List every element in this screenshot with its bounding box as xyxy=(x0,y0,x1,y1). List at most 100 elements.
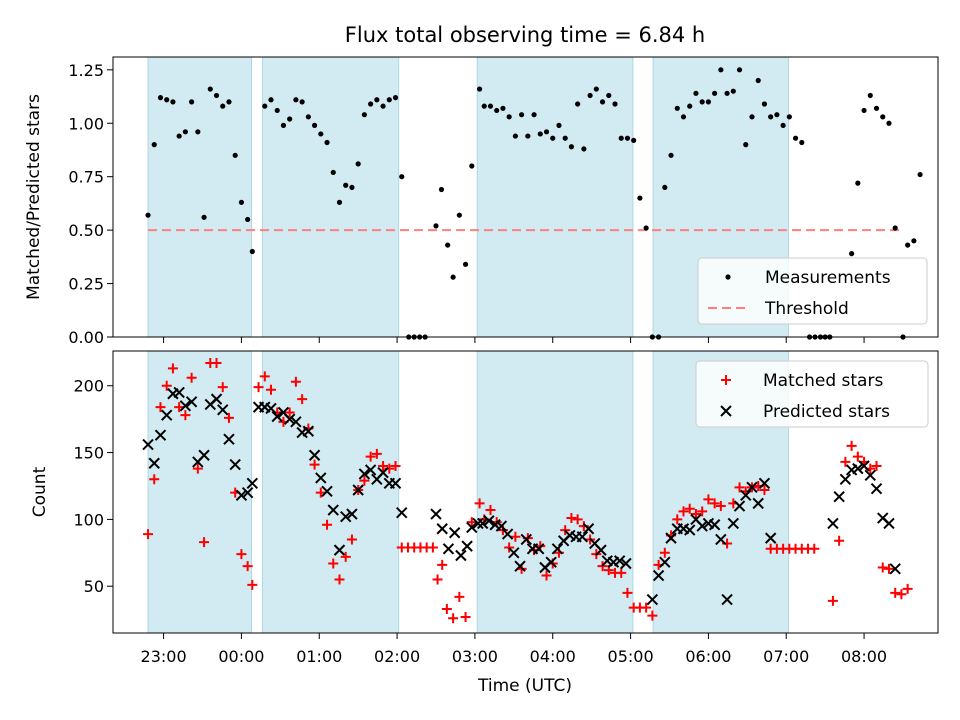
predicted-point xyxy=(461,540,473,552)
matched-point xyxy=(678,506,689,517)
measurement-point xyxy=(380,103,386,109)
predicted-point xyxy=(198,449,210,461)
measurement-point xyxy=(712,90,718,96)
predicted-point xyxy=(235,489,248,502)
measurement-point xyxy=(182,129,188,135)
observing-band-2 xyxy=(476,56,634,338)
matched-point xyxy=(474,498,485,509)
measurement-point xyxy=(506,114,512,120)
x-tick-label: 00:00 xyxy=(218,647,264,666)
predicted-point xyxy=(646,593,659,606)
measurement-point xyxy=(280,122,287,128)
matched-point xyxy=(441,603,452,614)
predicted-point xyxy=(864,469,876,482)
predicted-point xyxy=(659,556,671,568)
measurement-point xyxy=(575,101,581,107)
x-tick-label: 05:00 xyxy=(608,647,654,666)
bottom-axis-ticks: 50 100 150 200 xyxy=(73,377,865,639)
legend-label: Threshold xyxy=(764,299,849,319)
bottom-axes-frame xyxy=(112,350,939,634)
predicted-point xyxy=(501,528,514,540)
predicted-point xyxy=(321,485,333,498)
matched-point xyxy=(709,498,720,509)
matched-point xyxy=(485,505,496,516)
matched-point xyxy=(315,487,326,498)
measurement-point xyxy=(305,114,311,120)
measurement-point xyxy=(911,238,917,244)
y-tick-label: 200 xyxy=(73,377,104,396)
predicted-point xyxy=(346,508,358,520)
y-tick-label: 0.50 xyxy=(68,221,104,240)
series-measurements xyxy=(145,67,923,340)
measurement-point xyxy=(238,199,245,205)
series-predicted-stars xyxy=(142,386,901,606)
predicted-point xyxy=(696,520,708,532)
measurement-point xyxy=(768,114,774,120)
predicted-point xyxy=(833,490,845,503)
matched-point xyxy=(809,543,820,554)
measurement-point xyxy=(562,135,568,141)
matched-point xyxy=(346,534,357,545)
predicted-point xyxy=(870,482,883,495)
x-tick-label: 23:00 xyxy=(141,647,187,666)
measurement-point xyxy=(761,101,768,107)
predicted-point xyxy=(223,433,235,445)
matched-point xyxy=(616,567,627,578)
measurement-point xyxy=(886,120,892,126)
measurement-point xyxy=(599,99,606,105)
x-tick-label: 01:00 xyxy=(296,647,342,666)
x-tick-label: 06:00 xyxy=(685,647,731,666)
bottom-y-axis-label: Count xyxy=(30,466,50,517)
measurement-point xyxy=(537,131,543,137)
measurement-point xyxy=(249,248,255,255)
matched-point xyxy=(672,514,683,525)
predicted-point xyxy=(265,402,277,415)
predicted-point xyxy=(340,511,352,523)
predicted-point xyxy=(160,409,173,421)
matched-point xyxy=(437,559,448,570)
predicted-point xyxy=(551,543,564,555)
measurement-point xyxy=(213,92,220,99)
legend-label: Measurements xyxy=(765,268,891,288)
top-axes-frame xyxy=(112,56,939,338)
measurement-point xyxy=(361,112,367,118)
predicted-point xyxy=(858,460,870,472)
matched-point xyxy=(715,501,726,512)
measurement-point xyxy=(587,92,593,99)
predicted-point xyxy=(217,404,229,416)
measurement-point xyxy=(724,90,730,96)
measurement-point xyxy=(195,129,201,135)
measurement-point xyxy=(330,169,336,176)
measurement-point xyxy=(368,101,374,107)
measurement-point xyxy=(593,86,599,92)
measurement-point xyxy=(774,112,780,118)
legend-label: Predicted stars xyxy=(763,402,890,422)
matched-point xyxy=(371,448,382,459)
measurement-point xyxy=(512,133,518,139)
matched-point xyxy=(340,551,351,562)
predicted-point xyxy=(715,533,727,546)
measurement-point xyxy=(164,97,170,103)
predicted-point xyxy=(889,563,901,575)
predicted-point xyxy=(358,468,371,480)
measurement-point xyxy=(618,135,624,141)
y-tick-label: 100 xyxy=(73,510,104,529)
predicted-point xyxy=(483,515,495,527)
measurement-point xyxy=(867,92,873,99)
matched-point xyxy=(284,407,295,418)
measurement-point xyxy=(355,161,361,167)
measurement-point xyxy=(145,212,151,218)
predicted-point xyxy=(442,543,455,555)
predicted-point xyxy=(758,477,771,490)
matched-point xyxy=(840,456,851,467)
measurement-point xyxy=(525,133,531,139)
measurement-point xyxy=(668,152,674,158)
measurement-point xyxy=(606,92,612,99)
predicted-point xyxy=(173,386,185,399)
measurement-point xyxy=(543,129,550,135)
predicted-point xyxy=(883,517,895,530)
measurement-point xyxy=(157,95,164,101)
predicted-point xyxy=(455,549,467,562)
predicted-point xyxy=(495,520,508,532)
measurement-point xyxy=(481,103,487,109)
